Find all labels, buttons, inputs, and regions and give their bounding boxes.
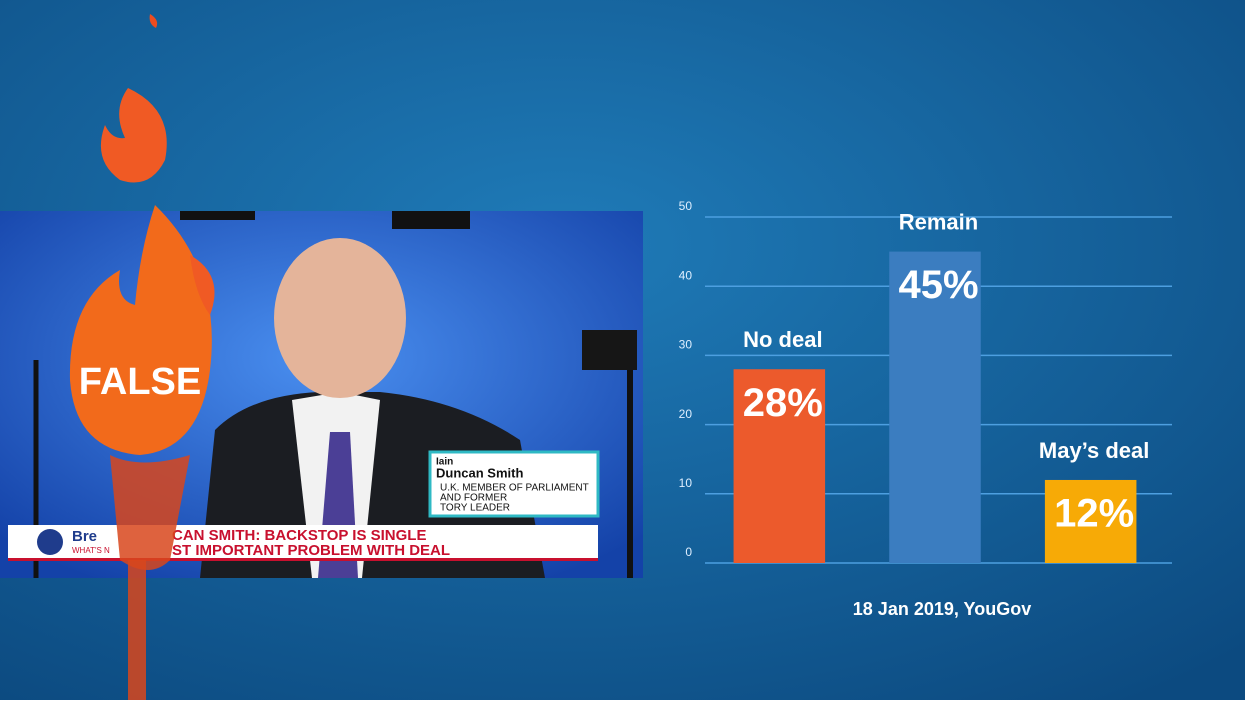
light <box>582 330 637 370</box>
y-tick-label: 20 <box>679 407 693 421</box>
role-line: AND FORMER <box>440 493 507 504</box>
category-label: No deal <box>743 327 822 352</box>
category-label: Remain <box>899 209 978 234</box>
value-label: 28% <box>743 381 823 425</box>
ticker-rule <box>8 558 598 561</box>
ticker <box>8 525 598 560</box>
flame-spark <box>149 14 158 28</box>
name-last: Duncan Smith <box>436 465 523 480</box>
head <box>274 238 406 398</box>
flag-icon <box>37 529 63 555</box>
y-tick-label: 50 <box>679 199 693 213</box>
show-sub: WHAT'S N <box>72 546 110 555</box>
verdict-torch: FALSE <box>69 14 215 700</box>
light <box>180 211 255 220</box>
verdict-label: FALSE <box>79 361 201 403</box>
y-tick-label: 30 <box>679 338 693 352</box>
y-tick-label: 10 <box>679 476 693 490</box>
role-line: TORY LEADER <box>440 503 510 514</box>
torch-handle <box>128 560 146 700</box>
torch-handle <box>110 455 190 570</box>
flame <box>100 88 167 183</box>
bar <box>1044 479 1137 563</box>
role-line: U.K. MEMBER OF PARLIAMENT <box>440 483 589 494</box>
y-tick-label: 0 <box>685 545 692 559</box>
chart-source: 18 Jan 2019, YouGov <box>853 599 1031 619</box>
name-card <box>428 450 600 518</box>
flame <box>69 205 212 455</box>
video-inset: Iain Duncan Smith U.K. MEMBER OF PARLIAM… <box>0 211 643 578</box>
flame <box>190 255 215 315</box>
y-tick-label: 40 <box>679 268 693 282</box>
headline: CAN SMITH: BACKSTOP IS SINGLE <box>172 527 426 544</box>
bar <box>733 369 826 563</box>
name-first: Iain <box>436 457 453 468</box>
bar <box>889 251 981 563</box>
show-name: Bre <box>72 528 97 545</box>
chart: 0 10 20 30 40 50 No deal 28% Remain 45% May’s deal… <box>679 199 1172 564</box>
value-label: 12% <box>1054 492 1134 536</box>
value-label: 45% <box>898 263 978 307</box>
light <box>392 211 470 229</box>
headline: ST IMPORTANT PROBLEM WITH DEAL <box>172 542 450 559</box>
category-label: May’s deal <box>1039 438 1149 463</box>
